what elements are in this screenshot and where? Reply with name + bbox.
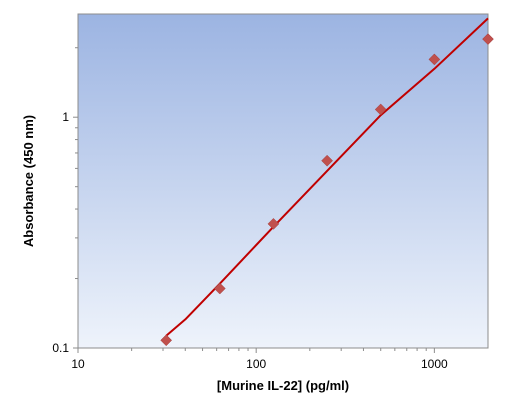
- data-point: [213, 282, 226, 295]
- x-tick-label: 1000: [421, 357, 448, 371]
- plot-area: [77, 13, 489, 349]
- tick-labels-layer: 10 100 1000 0.1 1: [52, 110, 448, 371]
- y-axis-title: Absorbance (450 nm): [21, 115, 36, 247]
- data-point: [267, 218, 280, 230]
- fit-curve-layer: [165, 17, 489, 337]
- data-point: [374, 103, 387, 116]
- data-points-layer: [160, 33, 494, 347]
- data-point: [321, 154, 333, 167]
- x-tick-label: 100: [246, 357, 266, 371]
- x-tick-label: 10: [71, 357, 85, 371]
- fit-curve: [165, 17, 489, 337]
- axis-ticks: [73, 47, 435, 353]
- data-point: [482, 33, 494, 45]
- data-point: [160, 334, 173, 347]
- data-point: [428, 53, 441, 66]
- y-tick-label: 1: [62, 110, 69, 124]
- x-axis-title: [Murine IL-22] (pg/ml): [217, 378, 349, 393]
- y-tick-label: 0.1: [52, 341, 69, 355]
